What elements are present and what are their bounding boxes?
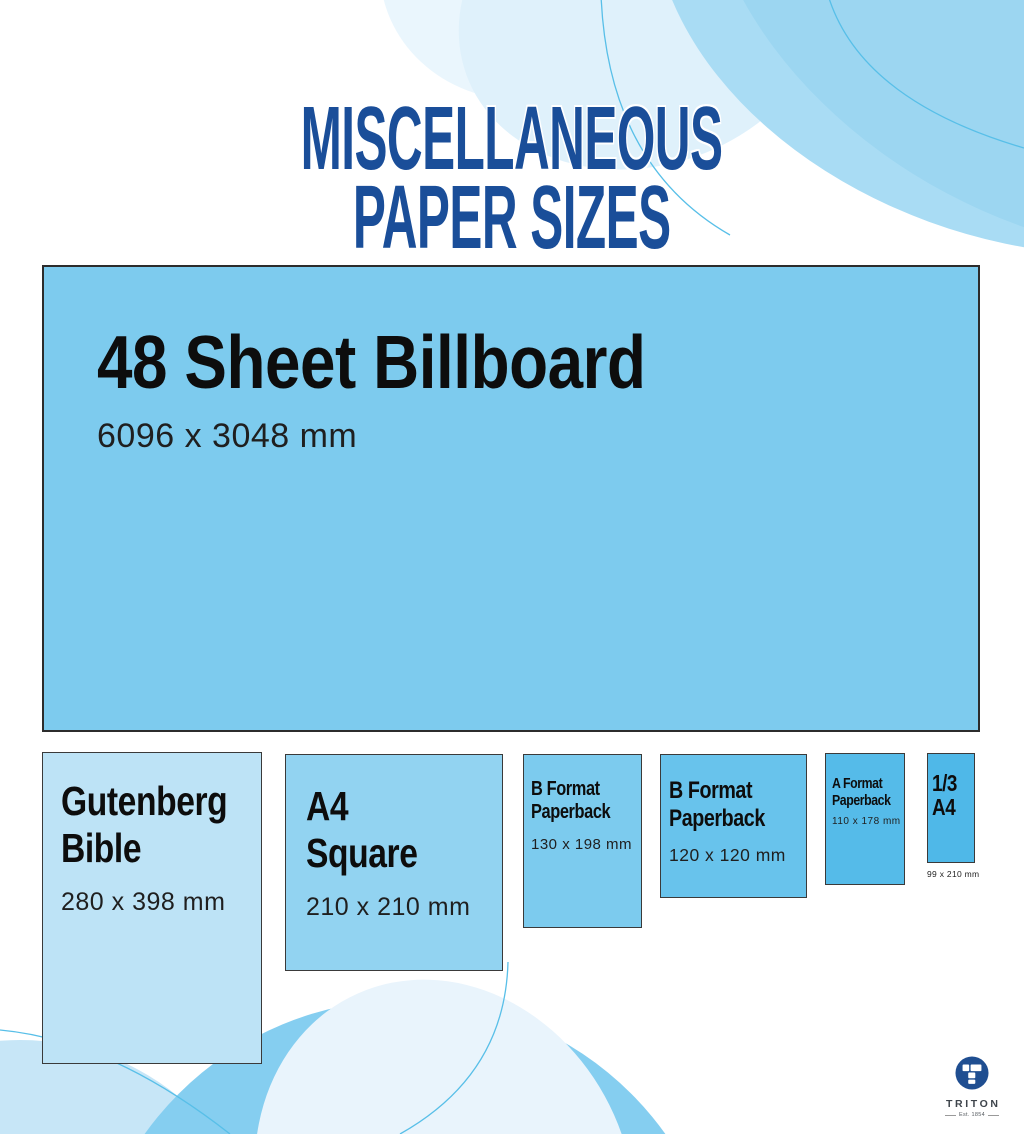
paper-b-format-paperback-small: B Format Paperback 120 x 120 mm xyxy=(660,754,807,898)
paper-name-label: B Format Paperback xyxy=(531,778,611,823)
paper-48-sheet-billboard: 48 Sheet Billboard 6096 x 3048 mm xyxy=(42,265,980,732)
paper-name-label: 48 Sheet Billboard xyxy=(97,320,646,404)
paper-a-format-paperback: A Format Paperback 110 x 178 mm xyxy=(825,753,905,885)
paper-a4-square: A4 Square 210 x 210 mm xyxy=(285,754,503,971)
paper-name-label: Gutenberg Bible xyxy=(61,778,228,872)
paper-dimensions-label: 280 x 398 mm xyxy=(61,888,226,917)
divider-line xyxy=(987,1114,999,1116)
page-title-line-2: PAPER SIZES xyxy=(353,167,671,268)
paper-dimensions-label: 210 x 210 mm xyxy=(306,893,471,922)
deco-arc-top-2 xyxy=(829,0,1024,149)
deco-arc-bottom-1 xyxy=(399,961,509,1134)
triton-logo: TRITON Est. 1854 xyxy=(940,1056,1004,1118)
paper-name-label: A Format Paperback xyxy=(832,775,891,810)
established-label: Est. 1854 xyxy=(959,1112,985,1118)
paper-dimensions-label: 110 x 178 mm xyxy=(832,815,901,827)
deco-arc-top-1 xyxy=(600,0,731,236)
paper-name-label: B Format Paperback xyxy=(669,777,765,832)
paper-name-label: 1/3 A4 xyxy=(932,770,957,821)
paper-gutenberg-bible: Gutenberg Bible 280 x 398 mm xyxy=(42,752,262,1064)
divider-line xyxy=(945,1114,957,1116)
page-title: MISCELLANEOUS PAPER SIZES xyxy=(0,89,1024,268)
paper-name-label: A4 Square xyxy=(306,783,418,877)
paper-dimensions-label: 120 x 120 mm xyxy=(669,845,786,866)
paper-dimensions-label: 6096 x 3048 mm xyxy=(97,417,358,456)
paper-dimensions-label: 130 x 198 mm xyxy=(531,836,633,853)
paper-dimensions-label: 99 x 210 mm xyxy=(927,869,980,879)
paper-one-third-a4: 1/3 A4 xyxy=(927,753,975,863)
deco-blob-bottom-light xyxy=(254,979,636,1134)
brand-name: TRITON xyxy=(946,1098,1001,1110)
paper-b-format-paperback-large: B Format Paperback 130 x 198 mm xyxy=(523,754,642,928)
triton-t-icon xyxy=(955,1056,989,1090)
page-title-line-1: MISCELLANEOUS xyxy=(301,89,723,190)
established-row: Est. 1854 xyxy=(940,1112,1004,1118)
